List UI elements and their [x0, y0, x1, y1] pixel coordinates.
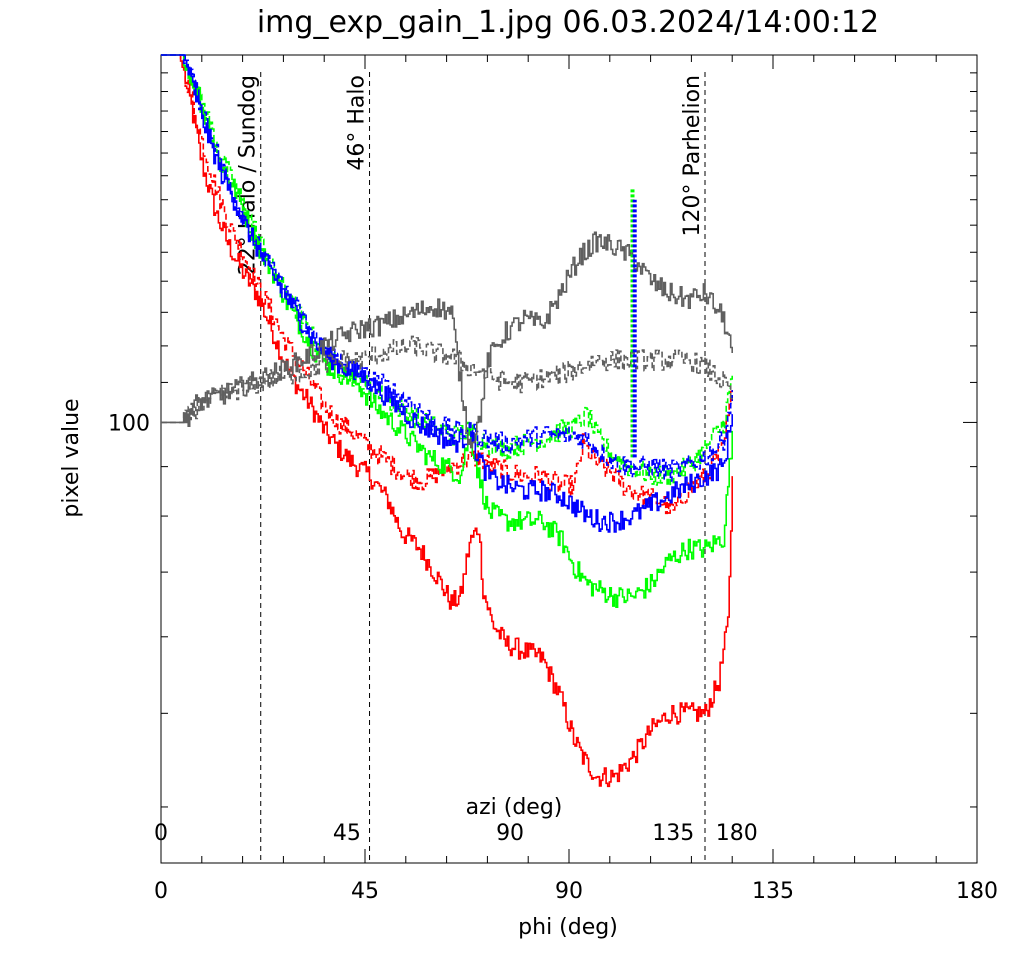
x-axis-label: phi (deg) — [518, 915, 618, 940]
x-tick-label: 180 — [956, 879, 998, 904]
y-tick-label: 100 — [108, 411, 150, 436]
series-line-4 — [161, 54, 733, 533]
plot-frame — [160, 54, 978, 864]
chart-title: img_exp_gain_1.jpg 06.03.2024/14:00:12 — [257, 5, 879, 40]
series-line-6 — [161, 231, 733, 449]
axis-ticks — [160, 54, 978, 863]
x-tick-label: 135 — [752, 879, 794, 904]
tick-labels: 0 45 90 135 180 100 0 45 90 135 180 — [108, 411, 998, 904]
annotation-label: 120° Parhelion — [680, 75, 705, 237]
azi-tick-label: 45 — [333, 821, 361, 846]
x-tick-label: 90 — [555, 879, 583, 904]
azi-tick-label: 180 — [716, 821, 758, 846]
y-axis-label: pixel value — [59, 398, 84, 517]
series-line-0 — [161, 54, 733, 788]
secondary-x-axis-label: azi (deg) — [466, 795, 563, 820]
x-tick-label: 0 — [154, 879, 168, 904]
annotation-label: 46° Halo — [345, 75, 370, 171]
azi-tick-label: 0 — [154, 821, 168, 846]
series-line-7 — [161, 335, 733, 424]
series-group — [161, 54, 733, 788]
series-line-1 — [161, 54, 733, 515]
annotation-lines: 22° Halo / Sundog 46° Halo 120° Parhelion — [236, 72, 706, 863]
azi-tick-label: 90 — [496, 821, 524, 846]
x-tick-label: 45 — [351, 879, 379, 904]
series-line-2 — [161, 54, 733, 608]
series-line-5 — [161, 54, 733, 482]
series-line-3 — [161, 54, 733, 487]
azi-tick-label: 135 — [652, 821, 694, 846]
